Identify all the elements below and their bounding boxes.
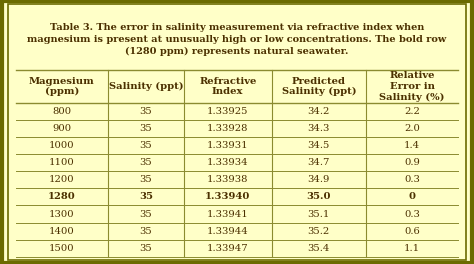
- Text: 1.33940: 1.33940: [205, 192, 250, 201]
- Text: 1.33941: 1.33941: [207, 210, 249, 219]
- Text: 35: 35: [139, 124, 152, 133]
- Text: Refractive
Index: Refractive Index: [199, 77, 256, 96]
- Text: 1200: 1200: [49, 175, 74, 185]
- Text: 35: 35: [139, 227, 152, 235]
- Text: 1.33938: 1.33938: [207, 175, 248, 185]
- Text: 2.2: 2.2: [404, 107, 420, 116]
- Text: 1.33947: 1.33947: [207, 244, 248, 253]
- Text: 35.4: 35.4: [308, 244, 330, 253]
- Text: 1000: 1000: [49, 141, 74, 150]
- Text: 34.3: 34.3: [308, 124, 330, 133]
- Text: 35: 35: [139, 107, 152, 116]
- Text: 0.6: 0.6: [404, 227, 420, 235]
- Text: Salinity (ppt): Salinity (ppt): [109, 82, 183, 91]
- Text: 35: 35: [139, 158, 152, 167]
- Text: 35.2: 35.2: [308, 227, 330, 235]
- Text: 1.33928: 1.33928: [207, 124, 248, 133]
- Text: 900: 900: [52, 124, 71, 133]
- Text: 1100: 1100: [49, 158, 74, 167]
- Text: 1500: 1500: [49, 244, 74, 253]
- Text: 35: 35: [139, 244, 152, 253]
- Text: 2.0: 2.0: [404, 124, 420, 133]
- Text: 35: 35: [139, 141, 152, 150]
- Text: 1300: 1300: [49, 210, 74, 219]
- Text: 35.0: 35.0: [307, 192, 331, 201]
- Text: 1.4: 1.4: [404, 141, 420, 150]
- Text: 800: 800: [52, 107, 71, 116]
- Text: 0.9: 0.9: [404, 158, 420, 167]
- Text: 35.1: 35.1: [308, 210, 330, 219]
- Text: Magnesium
(ppm): Magnesium (ppm): [29, 77, 95, 97]
- Text: 1.33934: 1.33934: [207, 158, 248, 167]
- Text: 1.1: 1.1: [404, 244, 420, 253]
- Text: 1280: 1280: [48, 192, 76, 201]
- Text: Table 3. The error in salinity measurement via refractive index when
magnesium i: Table 3. The error in salinity measureme…: [27, 23, 447, 56]
- Text: 1.33931: 1.33931: [207, 141, 248, 150]
- Text: 0: 0: [409, 192, 416, 201]
- Text: 34.5: 34.5: [308, 141, 330, 150]
- Text: Predicted
Salinity (ppt): Predicted Salinity (ppt): [282, 77, 356, 97]
- Text: 0.3: 0.3: [404, 210, 420, 219]
- Text: Relative
Error in
Salinity (%): Relative Error in Salinity (%): [380, 71, 445, 102]
- Text: 35: 35: [139, 210, 152, 219]
- Text: 34.9: 34.9: [308, 175, 330, 185]
- Text: 35: 35: [139, 175, 152, 185]
- Text: 34.2: 34.2: [308, 107, 330, 116]
- Text: 0.3: 0.3: [404, 175, 420, 185]
- Text: 1.33944: 1.33944: [207, 227, 249, 235]
- Text: 1.33925: 1.33925: [207, 107, 248, 116]
- Text: 1400: 1400: [49, 227, 74, 235]
- Text: 35: 35: [139, 192, 153, 201]
- Text: 34.7: 34.7: [308, 158, 330, 167]
